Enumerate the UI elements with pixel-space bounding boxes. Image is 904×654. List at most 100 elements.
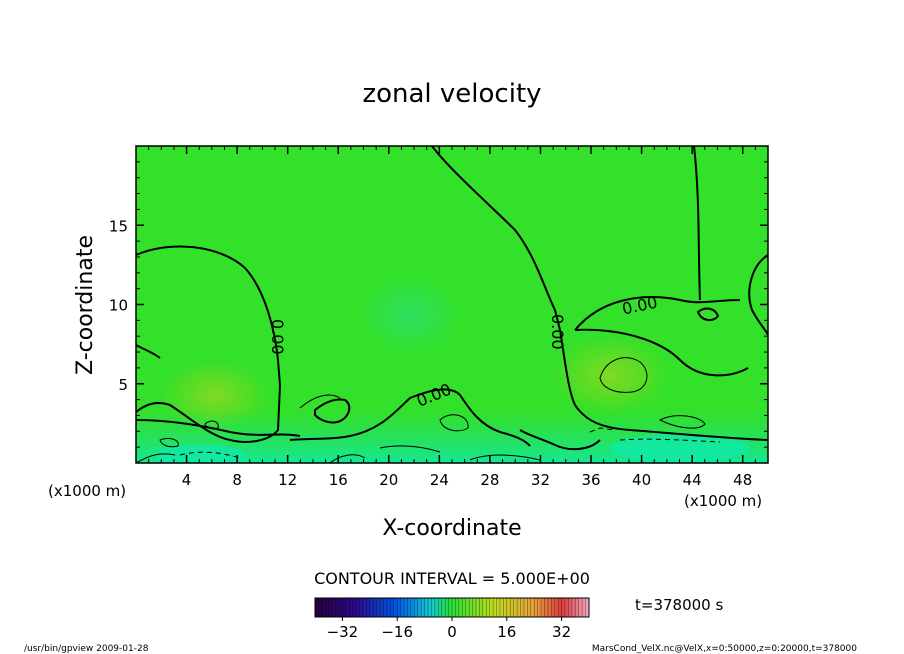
x-axis: 4 8 12 16 20 24 28 32 36 40 44 48 [148, 146, 756, 489]
field-negative-blob [360, 275, 460, 355]
colorbar-cell [558, 598, 562, 617]
colorbar-cell [472, 598, 477, 617]
colorbar-cell [400, 598, 405, 617]
colorbar-cell [530, 598, 535, 617]
field-negative-blob [155, 445, 245, 463]
footer-left: /usr/bin/gpview 2009-01-28 [24, 644, 149, 654]
colorbar-cell [448, 598, 453, 617]
chart-title: zonal velocity [362, 79, 541, 109]
x-tick-label: 16 [329, 471, 348, 489]
time-label: t=378000 s [635, 596, 723, 614]
colorbar-cell [369, 598, 374, 617]
contour-line [431, 146, 768, 441]
colorbar-cell [421, 598, 425, 617]
colorbar-cell [510, 598, 514, 617]
colorbar-cell [469, 598, 473, 617]
contour-line [693, 146, 701, 301]
colorbar-cell [578, 598, 583, 617]
colorbar-cell [424, 598, 429, 617]
contour-line [469, 454, 541, 461]
colorbar-cell [335, 598, 340, 617]
x-axis-title: X-coordinate [382, 516, 521, 541]
colorbar-cell [445, 598, 449, 617]
x-tick-label: 32 [531, 471, 550, 489]
colorbar-cell [547, 598, 552, 617]
colorbar-cell [438, 598, 443, 617]
colorbar-cell [585, 598, 590, 617]
contour-line [136, 453, 176, 463]
colorbar-cell [383, 598, 388, 617]
contour-line [299, 394, 341, 409]
contour-interval: CONTOUR INTERVAL = 5.000E+00 [314, 569, 590, 588]
colorbar-cell [352, 598, 357, 617]
colorbar-cell [554, 598, 559, 617]
colorbar-cell [551, 598, 556, 617]
contour-line [379, 445, 441, 453]
field-positive-blob [550, 335, 670, 415]
contour-line [619, 438, 721, 443]
x-tick-label: 4 [182, 471, 192, 489]
colorbar-cell [431, 598, 436, 617]
colorbar-cell [407, 598, 412, 617]
colorbar-cell [561, 598, 566, 617]
x-tick-label: 44 [683, 471, 702, 489]
colorbar-cell [523, 598, 528, 617]
colorbar-cell [434, 598, 439, 617]
colorbar-cell [462, 598, 466, 617]
x-tick-label: 48 [733, 471, 752, 489]
colorbar-cell [345, 598, 350, 617]
colorbar-cell [376, 598, 381, 617]
contour-line [696, 307, 720, 322]
contour-line [136, 419, 301, 437]
colorbar-cell [582, 598, 586, 617]
colorbar-cell [571, 598, 576, 617]
x-tick-label: 24 [430, 471, 449, 489]
plot-area: 0.00 0.00 0.00 0.00 [136, 146, 768, 463]
colorbar-cell [541, 598, 545, 617]
colorbar-cell [503, 598, 508, 617]
contour-line [439, 414, 469, 432]
colorbar-cell [325, 598, 329, 617]
colorbar-cell [410, 598, 415, 617]
colorbar-cell [342, 598, 347, 617]
contour-line [136, 344, 161, 359]
colorbar [314, 598, 590, 617]
contour-line [329, 454, 366, 463]
colorbar-cell [404, 598, 408, 617]
colorbar-cell [537, 598, 542, 617]
x-tick-label: 40 [632, 471, 651, 489]
colorbar-cell [397, 598, 401, 617]
colorbar-axis: −32 −16 0 16 32 [327, 617, 571, 641]
x-unit-left: (x1000 m) [48, 482, 126, 500]
colorbar-cell [321, 598, 326, 617]
colorbar-cell [568, 598, 573, 617]
colorbar-cell [544, 598, 549, 617]
x-tick-label: 12 [278, 471, 297, 489]
colorbar-cell [328, 598, 333, 617]
colorbar-cell [527, 598, 532, 617]
colorbar-cell [373, 598, 377, 617]
colorbar-cell [441, 598, 446, 617]
colorbar-cell [414, 598, 419, 617]
contour-label: 0.00 [548, 314, 567, 350]
x-tick-label: 8 [232, 471, 242, 489]
contour-line [159, 437, 179, 448]
colorbar-cell [417, 598, 422, 617]
contour-line [658, 415, 706, 429]
colorbar-cell [575, 598, 580, 617]
colorbar-cell [493, 598, 497, 617]
contour-lines [136, 146, 768, 451]
colorbar-tick-label: −32 [327, 623, 359, 641]
colorbar-cell [513, 598, 518, 617]
y-tick-label: 5 [118, 376, 128, 394]
colorbar-tick-label: −16 [381, 623, 413, 641]
colorbar-cell [517, 598, 521, 617]
colorbar-cell [390, 598, 395, 617]
x-tick-label: 28 [480, 471, 499, 489]
contour-line [574, 328, 749, 377]
contour-line [289, 388, 531, 447]
contour-line [748, 254, 768, 336]
contour-line [589, 427, 616, 433]
x-tick-label: 20 [379, 471, 398, 489]
